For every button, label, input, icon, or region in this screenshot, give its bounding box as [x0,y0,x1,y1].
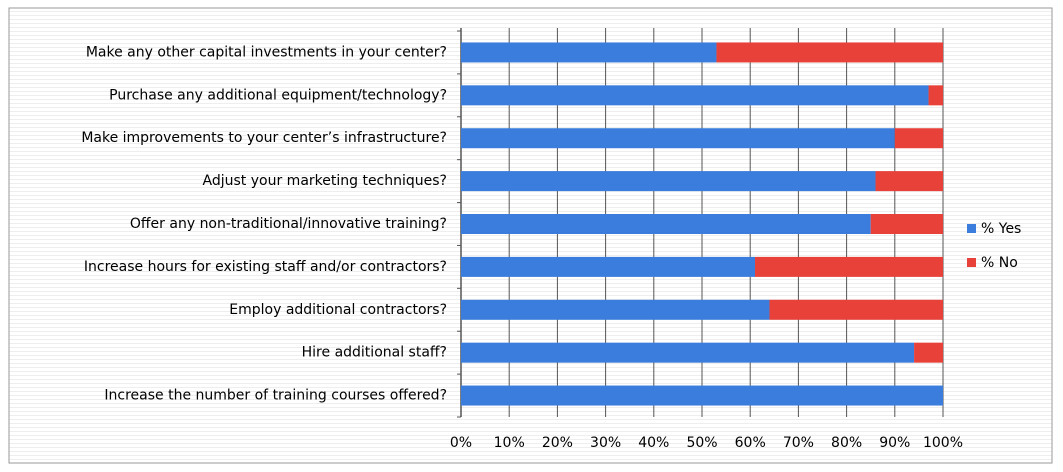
y-tick-label: Increase hours for existing staff and/or… [84,259,447,275]
bar-segment [914,342,943,363]
x-tick-label: 100% [923,435,963,451]
bar-segment [461,342,915,363]
bar-segment [461,171,876,192]
y-tick-label: Increase the number of training courses … [104,388,447,404]
x-tick-label: 0% [450,435,472,451]
y-tick-label: Purchase any additional equipment/techno… [109,87,447,103]
bar-segment [928,85,943,106]
y-tick-label: Offer any non-traditional/innovative tra… [130,216,447,232]
bar-segment [769,299,943,320]
bar-segment [461,128,895,149]
x-tick-label: 70% [783,435,814,451]
bar-segment [461,385,943,406]
legend-swatch [967,224,976,233]
bar-segment [870,214,943,234]
y-tick-label: Employ additional contractors? [229,302,447,318]
x-tick-label: 50% [686,435,717,451]
bar-segment [875,171,943,192]
x-tick-label: 30% [590,435,621,451]
bar-segment [461,299,770,320]
x-tick-label: 60% [735,435,766,451]
legend-label: % Yes [981,221,1021,237]
x-tick-label: 80% [831,435,862,451]
legend-swatch [967,258,976,267]
bar-segment [894,128,943,149]
bar-segment [461,256,756,277]
legend-label: % No [981,255,1018,271]
x-tick-label: 90% [879,435,910,451]
y-tick-label: Make any other capital investments in yo… [86,44,447,60]
y-tick-label: Adjust your marketing techniques? [203,173,447,189]
x-tick-label: 20% [542,435,573,451]
bar-segment [461,42,717,63]
y-tick-label: Make improvements to your center’s infra… [81,130,447,146]
bar-segment [716,42,943,63]
bar-segment [461,214,871,234]
y-tick-label: Hire additional staff? [302,345,447,361]
x-tick-label: 40% [638,435,669,451]
bar-segment [461,85,929,106]
bar-segment [755,256,943,277]
x-tick-label: 10% [494,435,525,451]
